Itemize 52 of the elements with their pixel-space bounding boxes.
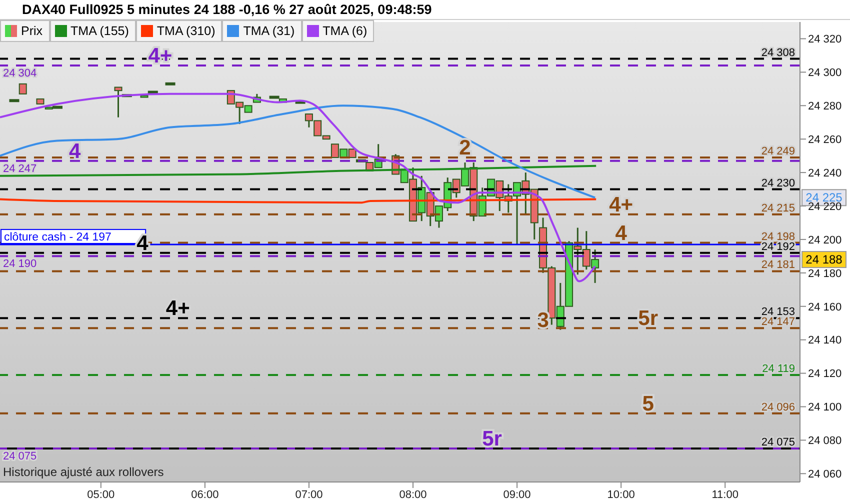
x-tick-label: 10:00 <box>607 488 635 500</box>
ref-line-label: 24 230 <box>761 177 795 190</box>
ref-line-label: 24 075 <box>761 436 795 449</box>
y-tick-label: 24 160 <box>808 301 842 314</box>
y-tick-label: 24 320 <box>808 34 842 46</box>
ref-line-label: 24 308 <box>761 46 795 59</box>
legend-label: TMA (31) <box>243 24 295 38</box>
ref-line-label: 24 147 <box>761 316 795 328</box>
x-tick-label: 07:00 <box>295 488 323 500</box>
ref-line-label: 24 096 <box>761 401 795 414</box>
ref-line-label: 24 249 <box>761 145 795 158</box>
y-tick-label: 24 060 <box>808 468 842 481</box>
annotation: 2 <box>459 136 471 160</box>
y-tick-label: 24 140 <box>808 334 842 347</box>
ref-line-label: 24 304 <box>3 67 37 80</box>
ref-line-label: clôture cash - 24 197 <box>4 231 112 244</box>
y-tick-label: 24 100 <box>808 402 842 414</box>
legend-label: TMA (310) <box>156 24 216 38</box>
legend-label: TMA (155) <box>70 24 129 38</box>
ref-line-label: 24 247 <box>3 162 37 175</box>
legend-label: Prix <box>21 24 43 38</box>
ref-line-label: 24 181 <box>761 259 795 272</box>
y-tick-label: 24 080 <box>808 435 842 448</box>
annotation: 5r <box>638 307 658 330</box>
ref-line-label: 24 190 <box>3 258 37 270</box>
y-tick-label: 24 240 <box>808 167 842 180</box>
x-tick-label: 08:00 <box>399 488 427 500</box>
x-tick-label: 05:00 <box>87 488 115 500</box>
annotation: 24 188 <box>806 252 843 267</box>
annotation: 4 <box>615 222 628 245</box>
ref-line-label: 24 075 <box>3 450 37 463</box>
x-tick-label: 06:00 <box>191 488 219 500</box>
y-tick-label: 24 300 <box>808 67 842 80</box>
y-tick-label: 24 120 <box>808 368 842 380</box>
ref-line-label: 24 153 <box>761 306 795 318</box>
x-tick-label: 09:00 <box>503 488 531 500</box>
ref-line-label: 24 215 <box>761 202 795 214</box>
y-tick-label: 24 280 <box>808 100 842 113</box>
y-tick-label: 24 260 <box>808 134 842 146</box>
x-tick-label: 11:00 <box>712 488 738 500</box>
annotation: 4+ <box>166 297 190 320</box>
annotation: 4+ <box>609 193 634 216</box>
annotation: 5 <box>642 392 654 416</box>
y-tick-label: 24 200 <box>808 234 842 246</box>
annotation: Historique ajusté aux rollovers <box>3 465 164 479</box>
annotation: 4+ <box>148 44 172 68</box>
chart-title: DAX40 Full0925 5 minutes 24 188 -0,16 % 27 août 2025, 09:48:59 <box>0 0 850 20</box>
y-tick-label: 24 180 <box>808 268 842 280</box>
ref-line-label: 24 119 <box>762 362 795 375</box>
annotation: 5r <box>482 428 502 451</box>
ref-line-label: 24 198 <box>761 230 795 243</box>
legend-label: TMA (6) <box>322 24 368 38</box>
